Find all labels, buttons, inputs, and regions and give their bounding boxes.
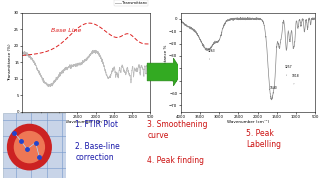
Text: 3263: 3263 xyxy=(208,49,215,59)
Text: 3. Smoothening
curve: 3. Smoothening curve xyxy=(147,120,208,140)
Legend: Transmittanc: Transmittanc xyxy=(114,0,148,6)
Text: 1257: 1257 xyxy=(284,65,292,75)
Text: 2. Base-line
correction: 2. Base-line correction xyxy=(75,142,120,163)
Text: 4. Peak finding: 4. Peak finding xyxy=(147,156,204,165)
X-axis label: Wavenumber (cm⁻¹): Wavenumber (cm⁻¹) xyxy=(227,120,269,124)
Text: 1. FTIR Plot: 1. FTIR Plot xyxy=(75,120,118,129)
Circle shape xyxy=(14,132,44,163)
X-axis label: Wavenumber (cm⁻¹): Wavenumber (cm⁻¹) xyxy=(65,120,108,124)
Y-axis label: Transmittance %: Transmittance % xyxy=(164,45,168,79)
Circle shape xyxy=(8,124,51,170)
Y-axis label: Transmittance (%): Transmittance (%) xyxy=(9,43,12,81)
Text: Base Line: Base Line xyxy=(51,28,81,33)
FancyArrow shape xyxy=(147,58,182,86)
Text: 1640: 1640 xyxy=(270,86,278,96)
Text: 5. Peak
Labelling: 5. Peak Labelling xyxy=(246,129,281,149)
Text: 1018: 1018 xyxy=(292,74,300,84)
